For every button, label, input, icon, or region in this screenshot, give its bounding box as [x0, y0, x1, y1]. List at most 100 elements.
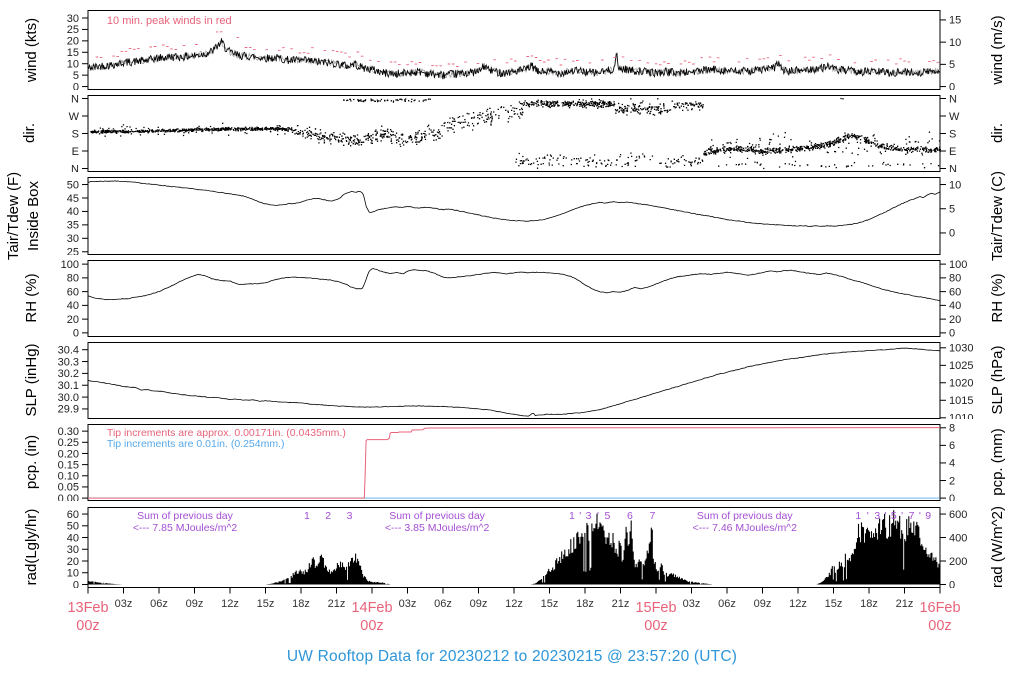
rad-sum-line1: Sum of previous day [137, 510, 233, 522]
y-tick-left: 25 [67, 247, 79, 255]
date-label: 15Feb [635, 600, 676, 616]
y-tick-left: 30.2 [58, 368, 79, 380]
y-tick-left: 25 [67, 24, 79, 36]
y-tick-left: 30.3 [58, 356, 79, 368]
hour-label: 06z [150, 598, 168, 610]
hour-label: 09z [186, 598, 204, 610]
hour-label: 03z [115, 598, 133, 610]
y-tick-left: 50 [67, 521, 79, 533]
y-tick-left: 60 [67, 509, 79, 521]
ylabel-rad-ly: rad(Lgly/hr) [23, 508, 40, 586]
y-tick-left: 30.4 [58, 345, 79, 357]
y-tick-left: 30.0 [58, 392, 79, 404]
hour-label: 15z [825, 598, 843, 610]
y-tick-left: 10 [67, 568, 79, 580]
hour-label: 03z [683, 598, 701, 610]
y-tick-left: 5 [73, 70, 79, 82]
hour-label: 15z [257, 598, 275, 610]
rad-peak-mark: ' [901, 510, 903, 522]
rad-peak-mark: 3 [874, 510, 880, 522]
y-tick-left: S [72, 128, 79, 140]
y-tick-right: N [949, 95, 957, 105]
rad-peak-mark: ' [885, 510, 887, 522]
y-tick-right: 0 [949, 328, 955, 337]
y-tick-right: 0 [949, 228, 955, 240]
hour-label: 06z [718, 598, 736, 610]
y-tick-left: 15 [67, 47, 79, 59]
y-tick-left: 0.10 [58, 471, 79, 483]
y-tick-left: 20 [67, 36, 79, 48]
rad-peak-mark: 1 [569, 510, 575, 522]
rad-peak-mark: 1 [855, 510, 861, 522]
y-tick-right: 100 [949, 260, 967, 271]
ylabel-rad-wm2: rad (W/m^2) [989, 505, 1006, 589]
rad-peak-mark: 9 [925, 510, 931, 522]
y-tick-right: 15 [949, 15, 961, 27]
hour-label: 18z [576, 598, 594, 610]
wind-peak-note: 10 min. peak winds in red [107, 15, 232, 27]
y-tick-left: 0.25 [58, 437, 79, 449]
series-line [87, 180, 941, 227]
y-tick-right: 1020 [949, 378, 973, 390]
ylabel-tair-f: Tair/Tdew (F) [5, 171, 22, 261]
rad-peak-mark: ' [919, 510, 921, 522]
hour-label: 18z [292, 598, 310, 610]
hour-label: 21z [896, 598, 914, 610]
date-label: 14Feb [351, 600, 392, 616]
chart-title: UW Rooftop Data for 20230212 to 20230215… [286, 648, 738, 665]
y-tick-left: 40 [67, 300, 79, 312]
rad-sum-line2: <--- 7.85 MJoules/m^2 [133, 522, 238, 534]
y-tick-right: 400 [949, 532, 967, 544]
y-tick-right: 40 [949, 300, 961, 312]
y-tick-left: N [71, 95, 79, 105]
y-tick-left: 30 [67, 544, 79, 556]
hour-label: 12z [505, 598, 523, 610]
rad-peak-mark: 5 [605, 510, 611, 522]
y-tick-right: 600 [949, 509, 967, 521]
hour-label: 21z [328, 598, 346, 610]
y-tick-right: 6 [949, 440, 955, 452]
pcp-note-blue: Tip increments are 0.01in. (0.254mm.) [107, 438, 285, 450]
series-line [87, 38, 941, 80]
pcp-note-red: Tip increments are approx. 0.00171in. (0… [107, 427, 346, 439]
series-peak-wind-dashes [95, 31, 940, 67]
series-dir-scatter [90, 97, 941, 170]
y-tick-right: 200 [949, 556, 967, 568]
y-tick-left: 30 [67, 13, 79, 25]
panel-slp-chart: 29.930.030.130.230.330.4 1010 1015 1020 1025… [58, 342, 973, 419]
date-label: 16Feb [919, 600, 960, 616]
y-tick-left: 0 [73, 81, 79, 90]
y-tick-left: 0.05 [58, 482, 79, 494]
x-axis: 13Feb 00z 03z 06z 09z 12z 15z 18z 21z 14Feb 00z 03z… [67, 588, 961, 634]
y-tick-left: 0 [73, 328, 79, 337]
y-tick-right: E [949, 146, 956, 158]
y-tick-left: 20 [67, 556, 79, 568]
series-line [87, 39, 941, 80]
y-tick-left: 35 [67, 220, 79, 232]
date-sub-label: 00z [928, 618, 951, 634]
y-tick-left: 40 [67, 206, 79, 218]
y-tick-left: E [72, 146, 79, 158]
rad-peak-mark: ' [597, 510, 599, 522]
y-tick-right: 1030 [949, 343, 973, 355]
rad-peak-mark: ' [867, 510, 869, 522]
y-tick-left: 20 [67, 314, 79, 326]
hour-label: 18z [860, 598, 878, 610]
rad-peak-mark: 5 [891, 510, 897, 522]
y-tick-left: 30 [67, 233, 79, 245]
y-tick-right: 80 [949, 273, 961, 285]
y-tick-right: 1010 [949, 413, 973, 419]
y-tick-right: W [949, 111, 960, 123]
rad-peak-mark: 3 [586, 510, 592, 522]
rad-peak-mark: 1 [304, 510, 310, 522]
series-rad-bars [87, 510, 941, 585]
y-tick-right: 0 [949, 81, 955, 90]
y-tick-right: S [949, 128, 956, 140]
rad-peak-mark: 6 [627, 510, 633, 522]
hour-label: 06z [434, 598, 452, 610]
hour-label: 12z [221, 598, 239, 610]
rad-peak-mark: ' [579, 510, 581, 522]
series-pcp-highres [88, 427, 941, 499]
